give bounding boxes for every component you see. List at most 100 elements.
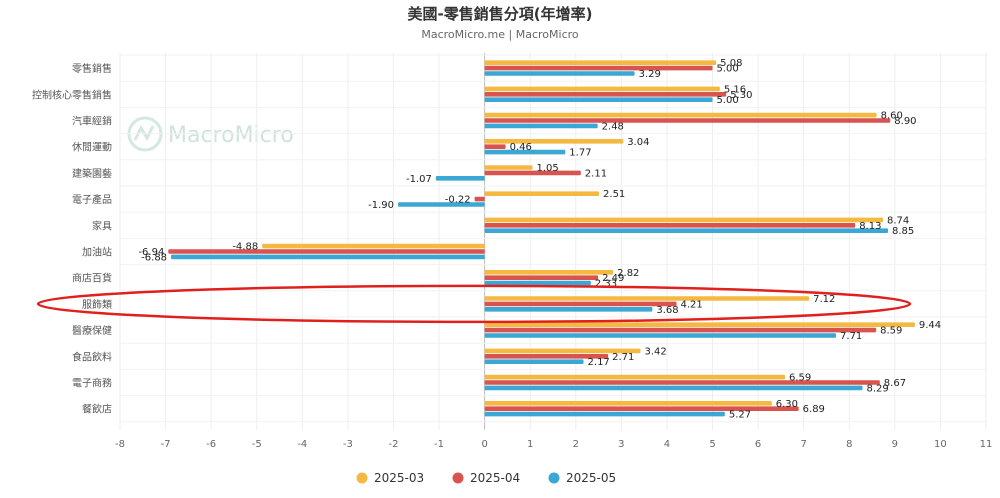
data-label: 6.30 — [776, 399, 798, 410]
legend-item[interactable]: 2025-05 — [548, 471, 617, 485]
legend-label: 2025-05 — [566, 471, 616, 485]
legend-swatch — [548, 472, 560, 484]
x-tick-label: 3 — [618, 439, 624, 450]
bar[interactable] — [484, 71, 635, 76]
bar[interactable] — [484, 217, 883, 223]
data-label: 1.05 — [536, 163, 558, 174]
data-label: 2.17 — [588, 357, 610, 368]
category-labels: 零售銷售控制核心零售銷售汽車經銷休閒運動建築園藝電子產品家具加油站商店百貨服飾類… — [32, 62, 112, 416]
legend[interactable]: 2025-03 2025-04 2025-05 — [356, 471, 617, 485]
bar[interactable] — [484, 165, 533, 170]
bar[interactable] — [484, 86, 720, 92]
bar[interactable] — [484, 411, 725, 417]
data-label: 5.30 — [730, 90, 752, 101]
x-tick-label: 4 — [664, 439, 670, 450]
bar[interactable] — [168, 249, 485, 254]
data-label: 8.60 — [881, 111, 903, 122]
bar[interactable] — [484, 327, 877, 333]
chart-subtitle: MacroMicro.me | MacroMicro — [421, 28, 579, 41]
bar[interactable] — [484, 280, 591, 286]
data-label: 4.21 — [681, 299, 703, 310]
data-label: -4.88 — [232, 242, 258, 253]
legend-item[interactable]: 2025-04 — [452, 471, 521, 485]
bar[interactable] — [484, 228, 889, 233]
bar[interactable] — [484, 139, 624, 144]
category-label: 休閒運動 — [72, 141, 112, 154]
data-label: 1.77 — [569, 148, 591, 159]
bar[interactable] — [484, 380, 880, 385]
data-label: 2.33 — [595, 279, 617, 290]
bar[interactable] — [484, 406, 799, 411]
highlight-annotation — [36, 284, 912, 324]
bar[interactable] — [171, 254, 485, 260]
x-tick-label: 8 — [846, 439, 852, 450]
bar[interactable] — [484, 118, 891, 123]
bar[interactable] — [484, 359, 584, 364]
bar[interactable] — [484, 333, 837, 338]
data-label: 5.27 — [729, 410, 751, 421]
bar[interactable] — [484, 123, 598, 129]
data-label: 2.48 — [602, 121, 624, 132]
x-tick-label: -1 — [434, 439, 444, 450]
bar[interactable] — [484, 223, 856, 228]
legend-item[interactable]: 2025-03 — [356, 471, 425, 485]
bar[interactable] — [484, 354, 609, 359]
bar[interactable] — [484, 60, 717, 65]
bar[interactable] — [484, 270, 614, 275]
data-label: -0.22 — [445, 195, 471, 206]
x-tick-label: 5 — [709, 439, 715, 450]
x-tick-label: -3 — [343, 439, 353, 450]
bar[interactable] — [484, 65, 713, 71]
bar[interactable] — [262, 243, 485, 249]
x-tick-label: 10 — [934, 439, 947, 450]
bar[interactable] — [484, 275, 599, 280]
bar[interactable] — [484, 144, 506, 149]
bar[interactable] — [484, 374, 785, 380]
data-label: 5.00 — [717, 95, 739, 106]
category-label: 醫療保健 — [72, 324, 112, 337]
bar[interactable] — [474, 196, 485, 202]
bar[interactable] — [484, 191, 600, 196]
bar[interactable] — [484, 296, 810, 301]
data-label: 8.59 — [880, 326, 902, 337]
data-label: -6.94 — [138, 247, 164, 258]
bar[interactable] — [484, 348, 641, 354]
x-tick-label: -7 — [161, 439, 171, 450]
data-label: 3.42 — [645, 346, 667, 357]
bar[interactable] — [484, 112, 877, 118]
chart-title: 美國-零售銷售分項(年增率) — [408, 5, 593, 23]
data-label: 7.12 — [813, 294, 835, 305]
bar[interactable] — [484, 149, 566, 155]
category-label: 建築園藝 — [72, 167, 112, 180]
data-label: 8.13 — [859, 221, 881, 232]
category-label: 服飾類 — [82, 298, 112, 311]
data-label: 7.71 — [840, 331, 862, 342]
bar[interactable] — [484, 170, 581, 176]
watermark: MacroMicro — [127, 116, 294, 152]
x-tick-label: -6 — [206, 439, 216, 450]
category-label: 食品飲料 — [72, 350, 112, 363]
category-label: 加油站 — [82, 246, 112, 259]
x-tick-label: -4 — [297, 439, 307, 450]
x-tick-label: -2 — [388, 439, 398, 450]
data-label: 2.51 — [603, 189, 625, 200]
bar[interactable] — [398, 202, 485, 207]
bar[interactable] — [484, 301, 677, 307]
bar[interactable] — [484, 307, 653, 312]
bar[interactable] — [484, 385, 863, 391]
bar[interactable] — [484, 97, 713, 102]
data-label: 8.67 — [884, 378, 906, 389]
data-label: 2.49 — [602, 273, 624, 284]
bar[interactable] — [484, 322, 915, 327]
data-label: 5.00 — [717, 64, 739, 75]
data-label: 3.29 — [639, 69, 661, 80]
data-label: 8.85 — [892, 226, 914, 237]
data-label: -1.07 — [406, 174, 432, 185]
x-tick-label: 7 — [800, 439, 806, 450]
data-label: -1.90 — [368, 200, 394, 211]
bar[interactable] — [484, 92, 727, 97]
data-labels: 5.085.003.295.165.305.008.608.902.483.04… — [138, 58, 941, 420]
bar[interactable] — [435, 176, 485, 181]
bar[interactable] — [484, 401, 772, 406]
